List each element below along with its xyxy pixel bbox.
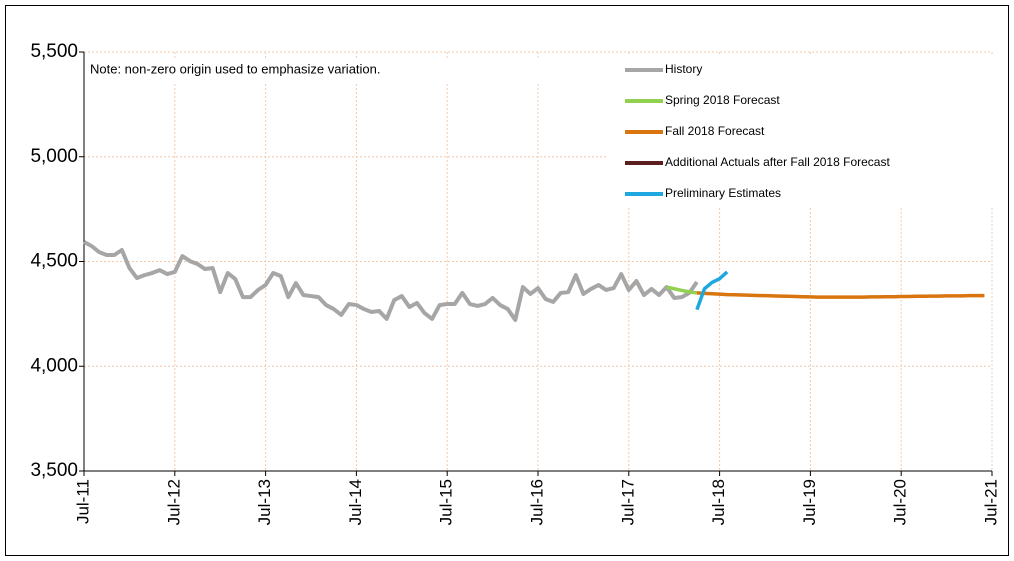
x-tick-label: Jul-21 [981,479,1000,525]
annotation-bg [88,58,544,82]
series-line [666,285,698,295]
x-tick-label: Jul-14 [346,479,365,525]
y-tick-label: 5,500 [30,41,78,62]
y-tick-label: 4,500 [30,251,78,272]
legend-label: History [665,62,702,76]
y-tick-label: 3,500 [30,460,78,481]
x-tick-label: Jul-17 [618,479,637,525]
x-tick-label: Jul-13 [255,479,274,525]
legend-label: Preliminary Estimates [665,186,781,200]
legend-label: Fall 2018 Forecast [665,124,765,138]
y-tick-label: 5,000 [30,146,78,167]
legend-box [606,56,996,208]
legend-label: Spring 2018 Forecast [665,93,780,107]
y-tick-label: 4,000 [30,355,78,376]
x-tick-label: Jul-19 [800,479,819,525]
series-line [695,270,729,311]
legend-label: Additional Actuals after Fall 2018 Forec… [665,155,890,169]
series-line [696,291,985,299]
x-tick-label: Jul-11 [73,479,92,524]
series-line [83,240,699,322]
x-tick-label: Jul-12 [164,479,183,525]
annotation: Note: non-zero origin used to emphasize … [90,61,381,76]
x-tick-label: Jul-18 [709,479,728,525]
x-tick-label: Jul-16 [527,479,546,525]
x-tick-label: Jul-20 [891,479,910,525]
x-tick-label: Jul-15 [437,479,456,525]
